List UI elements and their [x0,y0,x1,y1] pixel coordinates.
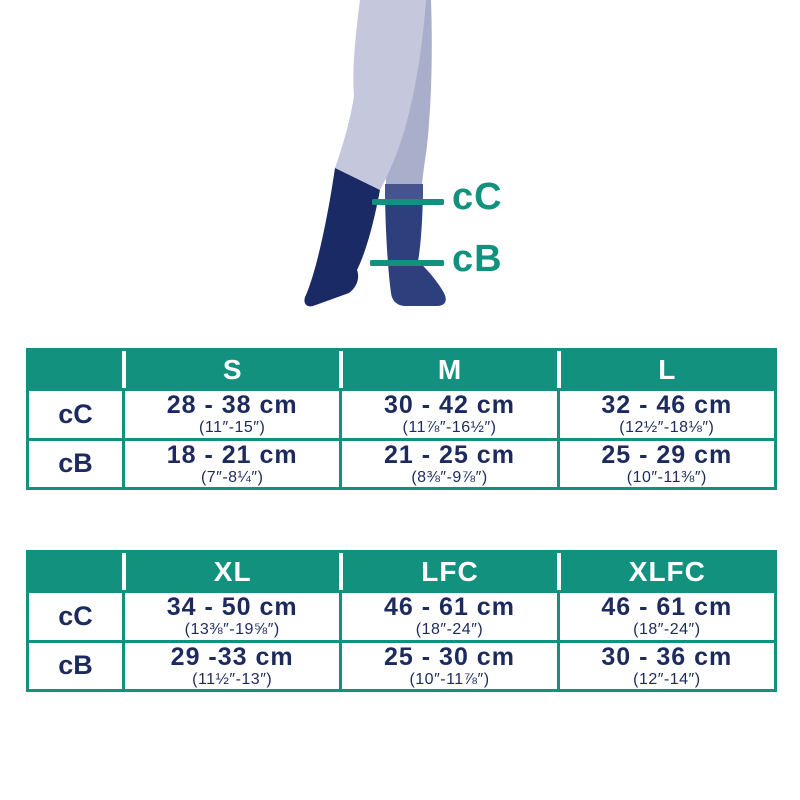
back-sock [385,184,446,306]
inch-range: (11½″-13″) [192,670,273,688]
column-header-xlfc: XLFC [556,553,774,590]
column-header-s: S [122,351,340,388]
inch-range: (8⅜″-9⅞″) [411,468,488,486]
ankle-measure-label: cB [452,238,503,280]
size-cell: 34 - 50 cm (13⅜″-19⅝″) [122,590,340,640]
ankle-measure-line [370,260,444,266]
cm-range: 18 - 21 cm [166,440,298,469]
size-cell: 28 - 38 cm (11″-15″) [122,388,340,438]
row-label-cb: cB [29,437,122,487]
size-table-s-m-l: S M L cC 28 - 38 cm (11″-15″) 30 - 42 cm… [26,348,777,490]
inch-range: (12½″-18⅛″) [619,419,715,437]
cm-range: 32 - 46 cm [601,391,733,420]
row-label-text: cB [58,650,93,681]
cm-range: 25 - 29 cm [601,440,733,469]
inch-range: (10″-11⅜″) [626,468,707,486]
size-cell: 25 - 30 cm (10″-11⅞″) [339,639,557,689]
cm-range: 21 - 25 cm [384,440,515,469]
size-cell: 30 - 42 cm (11⅞″-16½″) [339,388,557,438]
size-cell: 29 -33 cm (11½″-13″) [122,639,340,689]
cm-range: 46 - 61 cm [601,593,733,622]
cm-range: 28 - 38 cm [166,391,298,420]
front-sock [304,168,380,307]
size-cell: 30 - 36 cm (12″-14″) [556,639,774,689]
column-header-m: M [339,351,557,388]
calf-measure-label: cC [452,176,503,218]
row-label-text: cB [58,448,93,479]
size-cell: 46 - 61 cm (18″-24″) [556,590,774,640]
inch-range: (18″-24″) [415,621,484,639]
column-header-l: L [556,351,774,388]
front-leg [335,0,426,190]
row-label-cb: cB [29,639,122,689]
column-header-lfc: LFC [339,553,557,590]
legs-illustration: cC cB [304,0,503,307]
inch-range: (10″-11⅞″) [409,670,490,688]
table-corner-cell [29,351,122,388]
cm-range: 46 - 61 cm [384,593,515,622]
row-label-text: cC [58,398,93,429]
cm-range: 30 - 42 cm [384,391,515,420]
calf-measure-line [372,199,444,205]
size-table-xl-lfc-xlfc: XL LFC XLFC cC 34 - 50 cm (13⅜″-19⅝″) 46… [26,550,777,692]
cm-range: 29 -33 cm [170,642,294,671]
inch-range: (11″-15″) [199,419,266,437]
column-header-xl: XL [122,553,340,590]
size-cell: 46 - 61 cm (18″-24″) [339,590,557,640]
size-cell: 32 - 46 cm (12½″-18⅛″) [556,388,774,438]
cm-range: 30 - 36 cm [601,642,733,671]
size-cell: 18 - 21 cm (7″-8¼″) [122,437,340,487]
inch-range: (12″-14″) [633,670,701,688]
size-cell: 25 - 29 cm (10″-11⅜″) [556,437,774,487]
inch-range: (7″-8¼″) [200,468,264,486]
inch-range: (18″-24″) [633,621,701,639]
inch-range: (11⅞″-16½″) [402,419,497,437]
size-cell: 21 - 25 cm (8⅜″-9⅞″) [339,437,557,487]
cm-range: 25 - 30 cm [384,642,515,671]
cm-range: 34 - 50 cm [166,593,298,622]
back-sock-cuff [385,184,423,201]
inch-range: (13⅜″-19⅝″) [184,621,280,639]
row-label-cc: cC [29,388,122,438]
row-label-cc: cC [29,590,122,640]
row-label-text: cC [58,600,93,631]
table-corner-cell [29,553,122,590]
